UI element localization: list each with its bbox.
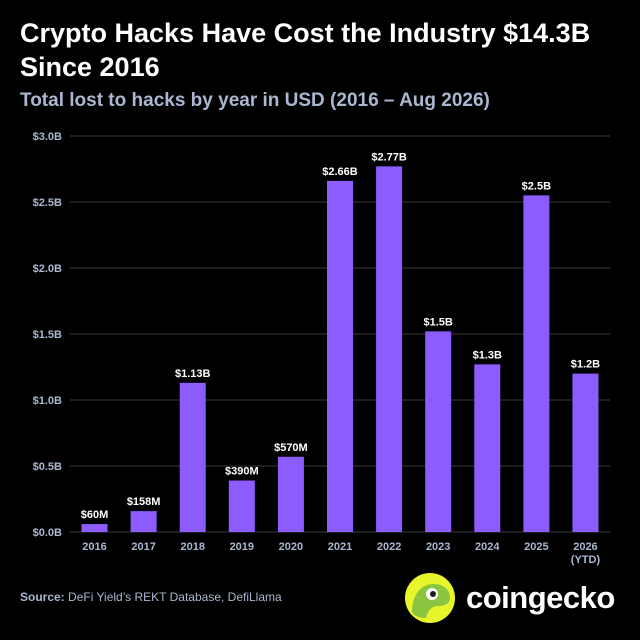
source-label: Source: xyxy=(20,590,65,604)
brand-name: coingecko xyxy=(466,580,615,615)
bar xyxy=(130,511,157,532)
y-tick-label: $2.0B xyxy=(33,263,62,275)
x-tick-label: 2026 (YTD) xyxy=(571,541,601,566)
x-tick-label: 2025 xyxy=(524,541,548,553)
bar-data-label: $2.66B xyxy=(322,166,358,178)
bar xyxy=(523,195,550,532)
x-tick-label: 2018 xyxy=(180,541,204,553)
bar-data-label: $390M xyxy=(225,466,259,478)
bar xyxy=(228,480,255,532)
source-note: Source: DeFi Yield’s REKT Database, Defi… xyxy=(20,590,282,604)
bar xyxy=(327,180,353,532)
bar-data-label: $2.5B xyxy=(522,180,551,192)
bar-data-label: $60M xyxy=(81,509,109,521)
bar-data-label: $570M xyxy=(274,442,308,454)
bar xyxy=(376,166,403,533)
x-tick-label: 2024 xyxy=(475,541,500,553)
bar xyxy=(572,373,599,532)
x-tick-label: 2019 xyxy=(230,541,254,553)
bar-chart: $0.0B $0.5B $1.0B $1.5B $2.0B $2.5B $3.0B $60M 2… xyxy=(33,131,610,566)
y-tick-label: $1.0B xyxy=(33,395,62,407)
bar xyxy=(474,364,501,532)
bar-data-label: $158M xyxy=(127,496,161,508)
bar-data-label: $2.77B xyxy=(371,151,407,163)
bar-data-label: $1.3B xyxy=(473,349,502,361)
y-tick-label: $1.5B xyxy=(33,329,62,341)
bar xyxy=(277,456,304,532)
x-tick-label: 2017 xyxy=(131,541,155,553)
y-tick-label: $3.0B xyxy=(33,131,62,143)
bar xyxy=(179,382,206,532)
x-tick-label: 2023 xyxy=(426,541,450,553)
y-tick-label: $0.5B xyxy=(33,461,62,473)
x-tick-label: 2016 xyxy=(82,541,106,553)
y-tick-label: $0.0B xyxy=(33,527,62,539)
x-tick-label: 2021 xyxy=(328,541,352,553)
source-text: DeFi Yield’s REKT Database, DefiLlama xyxy=(68,590,282,604)
bar-data-label: $1.13B xyxy=(175,368,211,380)
chart-subtitle: Total lost to hacks by year in USD (2016… xyxy=(20,90,490,111)
chart-title: Crypto Hacks Have Cost the Industry $14.… xyxy=(20,18,591,82)
gecko-logo-icon xyxy=(405,573,455,623)
bar-data-label: $1.2B xyxy=(571,359,600,371)
bar xyxy=(425,331,452,532)
bar-data-label: $1.5B xyxy=(424,316,453,328)
x-tick-label: 2020 xyxy=(279,541,303,553)
y-tick-label: $2.5B xyxy=(33,197,62,209)
x-tick-label: 2022 xyxy=(377,541,401,553)
bar xyxy=(81,524,108,532)
brand-lockup: coingecko xyxy=(404,572,615,624)
